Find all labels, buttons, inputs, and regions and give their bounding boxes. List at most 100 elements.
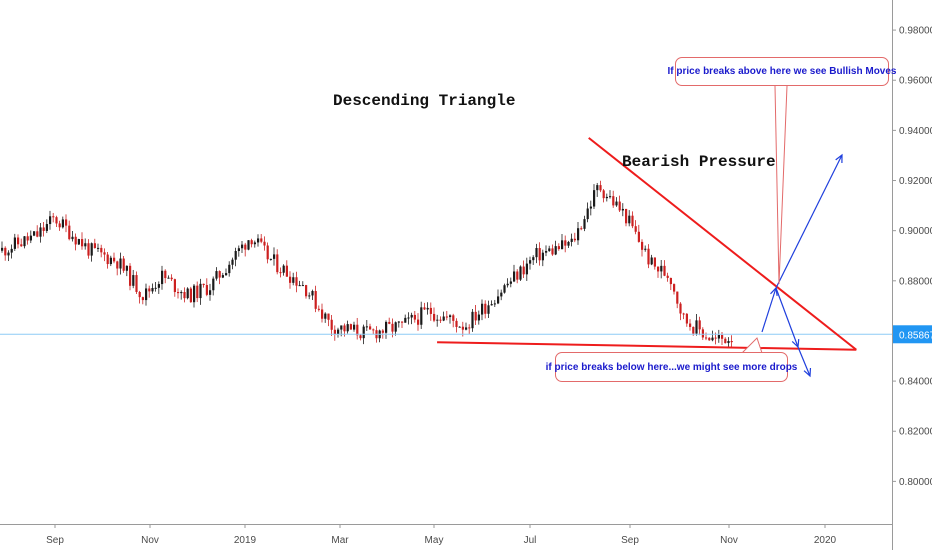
candle-body: [7, 252, 10, 256]
candle-body: [122, 258, 125, 271]
projection-arrows: [761, 153, 843, 378]
candle-body: [599, 185, 602, 191]
candle-body: [295, 277, 298, 286]
candle-body: [663, 265, 666, 276]
candle-body: [100, 247, 103, 253]
y-tick-label: 0.94000: [899, 126, 932, 137]
candle-body: [391, 323, 394, 332]
candle-body: [714, 337, 717, 339]
x-tick-label: 2019: [234, 535, 257, 546]
candle-body: [394, 322, 397, 332]
callout-stems: [741, 85, 788, 354]
candle-body: [721, 335, 724, 339]
candle-body: [148, 288, 151, 292]
candle-body: [458, 326, 461, 328]
candle-body: [529, 260, 532, 264]
candle-body: [141, 297, 144, 301]
candle-body: [426, 307, 429, 310]
bearish-callout[interactable]: if price breaks below here...we might se…: [546, 352, 797, 382]
candle-body: [532, 257, 535, 261]
support-trendline[interactable]: [437, 341, 857, 351]
y-tick-label: 0.90000: [899, 226, 932, 237]
candle-body: [221, 275, 224, 278]
price-axis[interactable]: 0.98000 0.96000 0.94000 0.92000 0.90000 0.880…: [892, 26, 932, 488]
candle-body: [209, 290, 212, 295]
candle-body: [653, 257, 656, 267]
candle-body: [93, 243, 96, 249]
bearish-callout-text: if price breaks below here...we might se…: [545, 361, 798, 373]
candle-body: [570, 238, 573, 242]
candle-body: [87, 243, 90, 256]
candle-body: [17, 237, 20, 245]
candle-body: [113, 257, 116, 262]
candle-body: [292, 277, 295, 283]
candle-body: [189, 288, 192, 303]
bullish-callout-text: If price breaks above here we see Bullis…: [667, 66, 897, 77]
candle-body: [285, 265, 288, 277]
candle-body: [311, 291, 314, 296]
bullish-callout[interactable]: If price breaks above here we see Bullis…: [668, 57, 897, 86]
candle-body: [138, 291, 141, 298]
candle-body: [618, 201, 621, 211]
candle-body: [324, 313, 327, 319]
candle-body: [609, 196, 612, 198]
candle-body: [193, 285, 196, 303]
candle-body: [468, 327, 471, 329]
candle-body: [708, 337, 711, 341]
candle-body: [397, 321, 400, 323]
candle-body: [298, 285, 301, 287]
candle-body: [605, 196, 608, 199]
candle-body: [519, 266, 522, 280]
candle-body: [10, 248, 13, 253]
candle-body: [455, 320, 458, 327]
candle-body: [276, 254, 279, 273]
candle-body: [404, 317, 407, 323]
candle-body: [602, 190, 605, 199]
candle-body: [74, 236, 77, 245]
candle-body: [461, 326, 464, 330]
candle-body: [497, 296, 500, 304]
candle-body: [167, 277, 170, 279]
candle-body: [71, 236, 74, 240]
candle-body: [682, 313, 685, 315]
candle-body: [196, 285, 199, 299]
candle-body: [231, 259, 234, 265]
candle-body: [39, 227, 42, 237]
candle-body: [385, 321, 388, 333]
candle-body: [410, 314, 413, 318]
resistance-trendline[interactable]: [588, 137, 857, 351]
time-axis[interactable]: Sep Nov 2019 Mar May Jul Sep Nov 2020: [46, 524, 837, 546]
candle-body: [215, 271, 218, 279]
candle-body: [641, 241, 644, 250]
candle-body: [727, 341, 730, 344]
candle-body: [161, 270, 164, 285]
candle-body: [573, 238, 576, 241]
candle-body: [509, 281, 512, 284]
candle-body: [301, 285, 304, 287]
candle-body: [135, 275, 138, 292]
candle-body: [637, 231, 640, 242]
candle-body: [564, 240, 567, 246]
candle-body: [561, 240, 564, 250]
candle-body: [436, 319, 439, 321]
candle-body: [199, 283, 202, 299]
candle-body: [439, 319, 442, 321]
candle-body: [625, 208, 628, 224]
candle-body: [685, 313, 688, 324]
candle-body: [541, 252, 544, 261]
candle-body: [186, 288, 189, 299]
candle-body: [442, 316, 445, 321]
candle-body: [337, 329, 340, 335]
candle-body: [471, 311, 474, 329]
candle-body: [673, 284, 676, 292]
candle-body: [484, 303, 487, 314]
candle-body: [381, 330, 384, 333]
candle-body: [58, 223, 61, 228]
bullish-callout-stem: [774, 85, 788, 285]
y-tick-label: 0.88000: [899, 276, 932, 287]
candle-body: [103, 252, 106, 255]
candle-body: [429, 307, 432, 314]
candle-body: [173, 279, 176, 293]
candle-body: [257, 238, 260, 243]
